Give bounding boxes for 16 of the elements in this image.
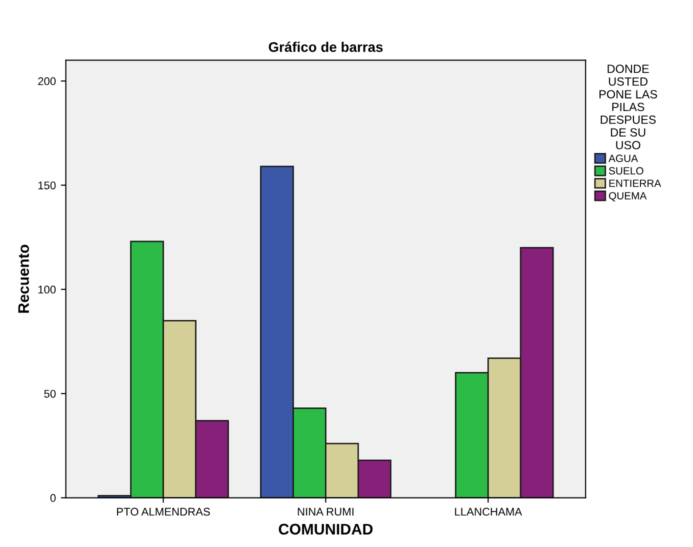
y-tick-label: 0: [50, 494, 56, 502]
y-tick-label: 50: [44, 390, 56, 398]
y-tick-label: 200: [38, 77, 56, 86]
x-axis-title: COMUNIDAD: [278, 524, 373, 535]
legend-title: DONDE USTED PONE LAS PILAS DESPUES DE SU USO: [599, 64, 658, 150]
chart-title: Gráfico de barras: [268, 42, 383, 52]
x-tick-label: NINA RUMI: [298, 508, 354, 516]
x-tick-label: LLANCHAMA: [455, 508, 522, 516]
legend-label: ENTIERRA: [609, 180, 662, 187]
legend-label: SUELO: [608, 167, 644, 175]
y-axis-title: Recuento: [18, 244, 29, 313]
y-tick-label: 100: [38, 286, 56, 294]
x-tick-label: PTO ALMENDRAS: [117, 508, 210, 516]
legend-label: QUEMA: [608, 192, 647, 202]
y-tick-label: 150: [38, 181, 56, 190]
legend-label: AGUA: [608, 154, 638, 162]
